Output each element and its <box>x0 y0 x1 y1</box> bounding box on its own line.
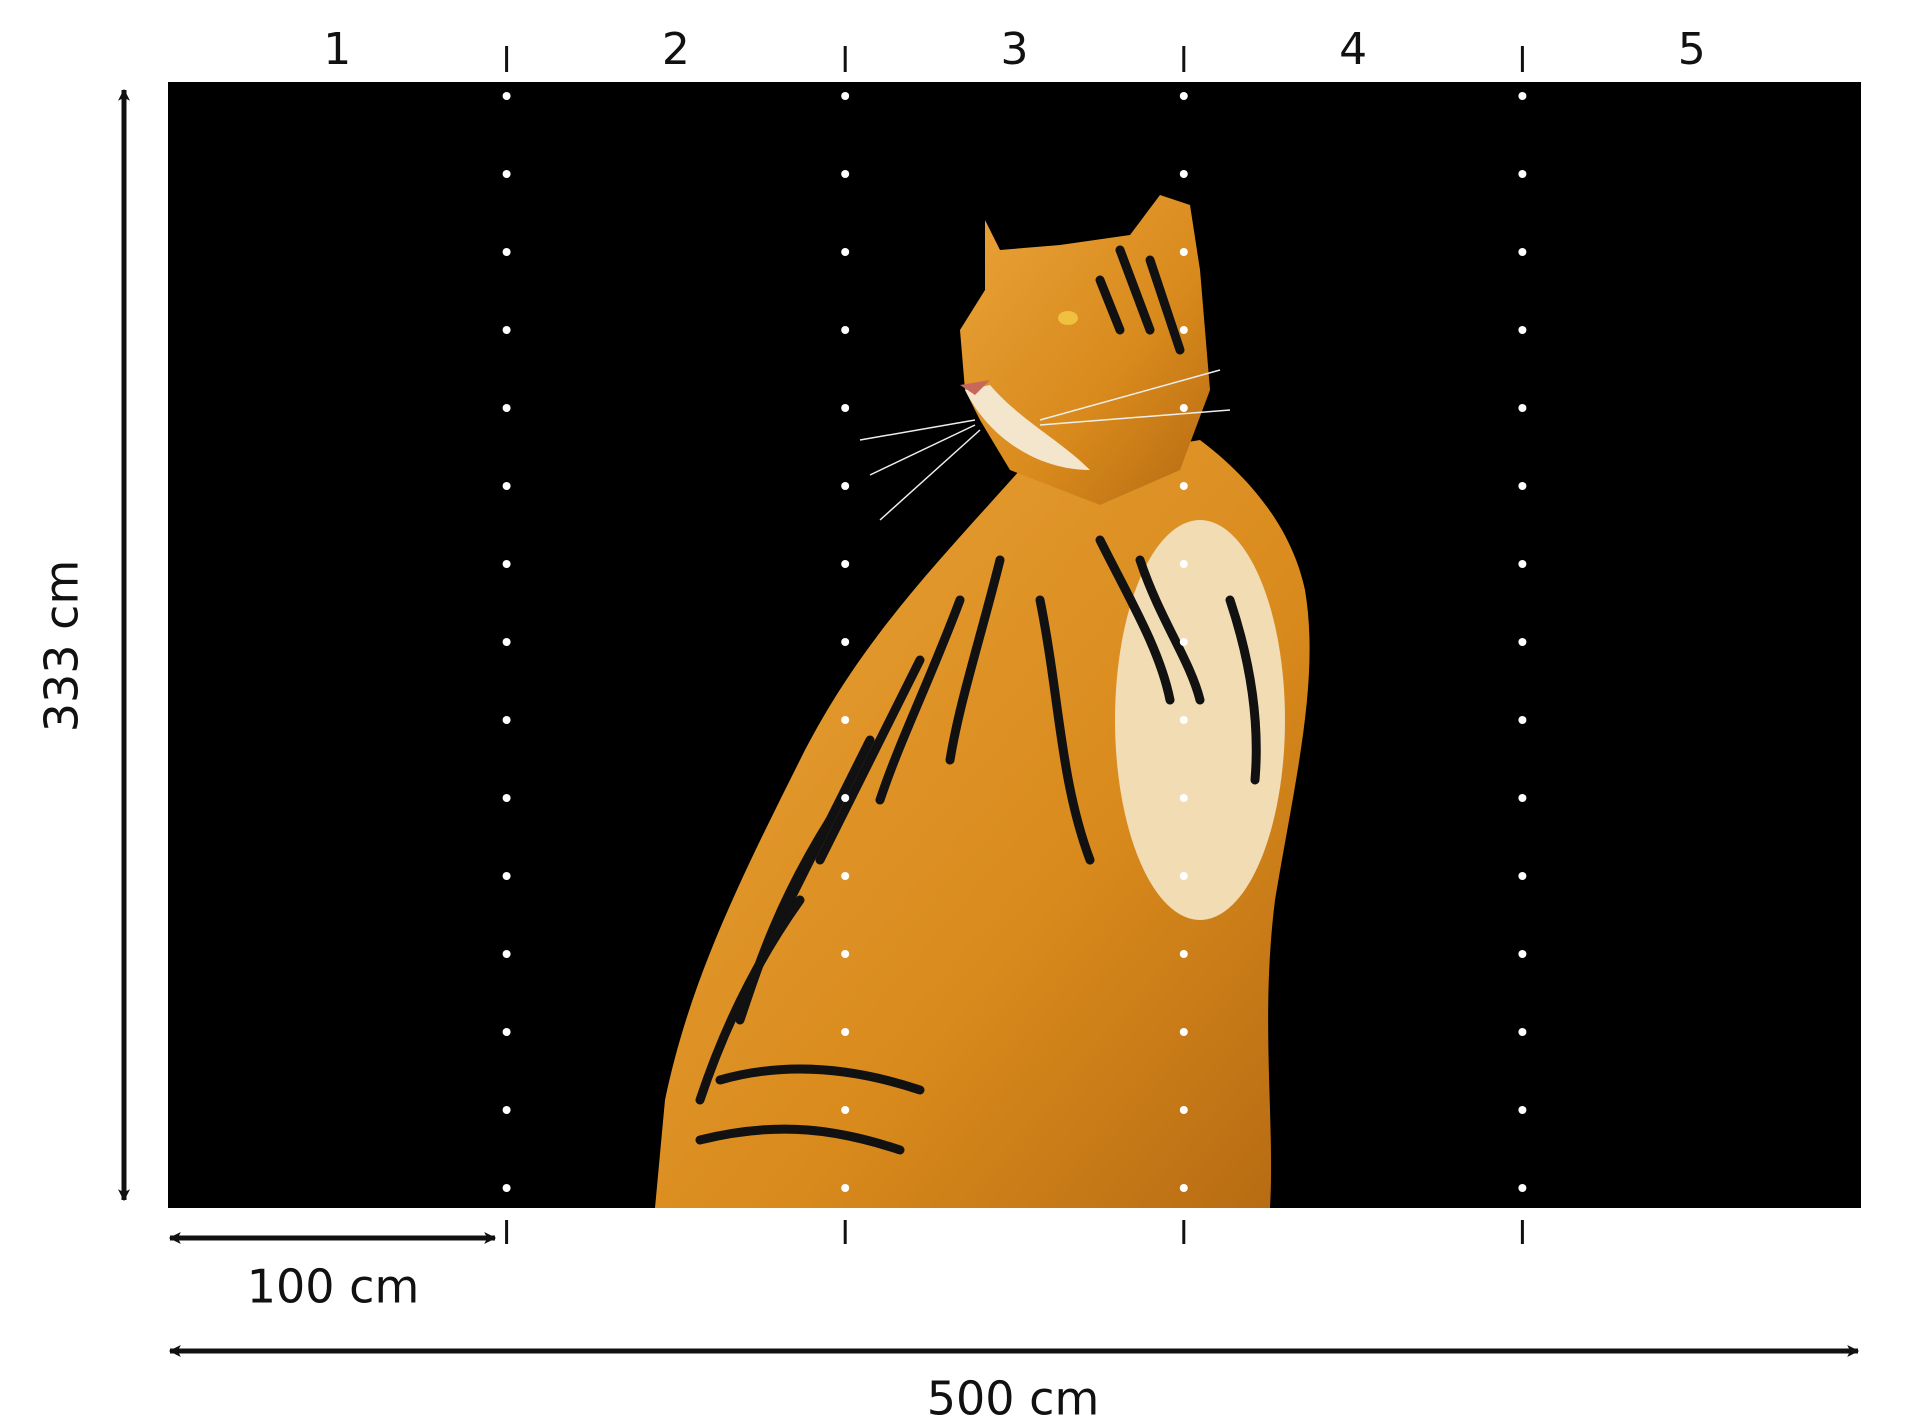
panel-number: 4 <box>1339 24 1367 75</box>
divider-dot <box>502 560 511 568</box>
divider-dot <box>1179 716 1188 724</box>
divider-dot <box>841 482 850 490</box>
divider-dot <box>1518 794 1527 802</box>
divider-dot <box>1179 950 1188 958</box>
divider-dot <box>1518 404 1527 412</box>
divider-dot <box>1179 1106 1188 1114</box>
divider-dot <box>502 248 511 256</box>
divider-dot <box>841 872 850 880</box>
divider-dot <box>841 92 850 100</box>
divider-dot <box>502 170 511 178</box>
divider-dot <box>1179 482 1188 490</box>
divider-dot <box>502 794 511 802</box>
divider-dot <box>1518 326 1527 334</box>
divider-dot <box>502 1106 511 1114</box>
divider-dot <box>1518 1106 1527 1114</box>
total-width-label: 500 cm <box>927 1372 1100 1419</box>
height-label: 333 cm <box>35 560 89 733</box>
divider-dot <box>841 638 850 646</box>
divider-dot <box>1179 794 1188 802</box>
divider-dot <box>841 1184 850 1192</box>
divider-dot <box>1518 170 1527 178</box>
divider-dot <box>1518 92 1527 100</box>
divider-dot <box>841 248 850 256</box>
divider-dot <box>502 482 511 490</box>
divider-dot <box>841 794 850 802</box>
divider-dot <box>1518 872 1527 880</box>
panel-width-label: 100 cm <box>247 1260 420 1314</box>
divider-dot <box>1179 1028 1188 1036</box>
divider-dot <box>841 404 850 412</box>
divider-dot <box>1518 560 1527 568</box>
divider-dot <box>841 326 850 334</box>
panel-number: 3 <box>1001 24 1029 75</box>
divider-dot <box>502 404 511 412</box>
divider-dot <box>841 950 850 958</box>
divider-dot <box>1179 326 1188 334</box>
divider-dot <box>502 326 511 334</box>
divider-dot <box>1179 404 1188 412</box>
divider-dot <box>502 1028 511 1036</box>
divider-dot <box>502 716 511 724</box>
divider-dot <box>841 716 850 724</box>
divider-dot <box>1179 170 1188 178</box>
divider-dot <box>841 170 850 178</box>
divider-dot <box>841 1106 850 1114</box>
divider-dot <box>1179 1184 1188 1192</box>
divider-dot <box>502 92 511 100</box>
divider-dot <box>1518 1028 1527 1036</box>
divider-dot <box>502 950 511 958</box>
divider-dot <box>502 872 511 880</box>
divider-dot <box>1179 638 1188 646</box>
divider-dot <box>1179 248 1188 256</box>
panel-number: 5 <box>1678 24 1706 75</box>
panel-number: 1 <box>323 24 351 75</box>
tiger <box>655 195 1310 1208</box>
divider-dot <box>502 1184 511 1192</box>
divider-dot <box>1518 950 1527 958</box>
divider-dot <box>1179 560 1188 568</box>
divider-dot <box>502 638 511 646</box>
divider-dot <box>1179 872 1188 880</box>
divider-dot <box>841 1028 850 1036</box>
divider-dot <box>1518 638 1527 646</box>
divider-dot <box>1179 92 1188 100</box>
divider-dot <box>1518 482 1527 490</box>
divider-dot <box>1518 248 1527 256</box>
divider-dot <box>1518 716 1527 724</box>
divider-dot <box>1518 1184 1527 1192</box>
panel-dividers <box>502 46 1527 1244</box>
divider-dot <box>841 560 850 568</box>
panel-number: 2 <box>662 24 690 75</box>
